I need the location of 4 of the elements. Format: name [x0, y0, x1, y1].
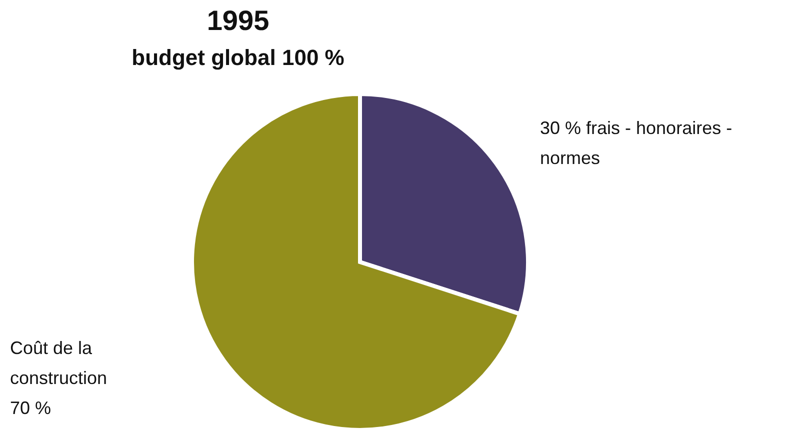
- chart-title: 1995: [206, 5, 270, 36]
- slice-label: 30 % frais - honoraires - normes: [540, 118, 732, 168]
- slice-label: Coût de la construction 70 %: [10, 338, 108, 418]
- chart-subtitle: budget global 100 %: [132, 45, 344, 70]
